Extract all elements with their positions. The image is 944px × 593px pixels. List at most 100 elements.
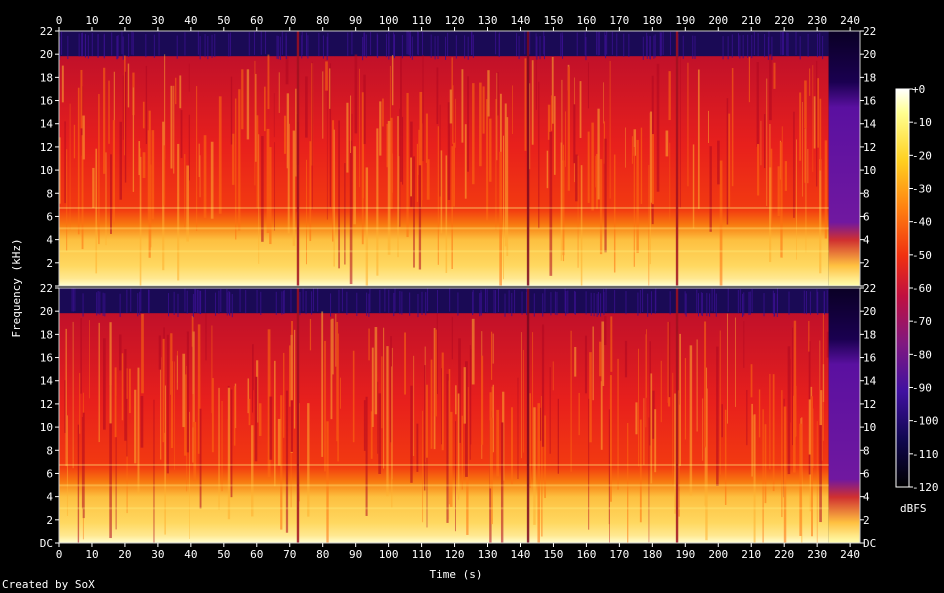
y-tick-label: 2	[46, 257, 53, 270]
y-tick-label-right: 22	[863, 25, 876, 38]
y-tick-label: 18	[40, 71, 53, 84]
plot-frame	[58, 30, 861, 287]
x-tick-label-top: 150	[544, 14, 564, 27]
y-tick-label-right: 6	[863, 210, 870, 223]
y-tick-label-right: 22	[863, 282, 876, 295]
y-tick-label-right: 18	[863, 328, 876, 341]
y-tick-label: 12	[40, 398, 53, 411]
x-tick-label: 20	[118, 548, 131, 561]
y-tick-label: 20	[40, 305, 53, 318]
x-tick-label: 100	[379, 548, 399, 561]
y-tick-label: 6	[46, 210, 53, 223]
cutoff-spikes	[71, 288, 828, 318]
x-tick-label: 60	[250, 548, 263, 561]
x-tick-label-top: 90	[349, 14, 362, 27]
x-tick-label: 10	[85, 548, 98, 561]
x-tick-label: 170	[609, 548, 629, 561]
spectrogram-tail	[828, 31, 860, 286]
y-tick-label: 22	[40, 282, 53, 295]
x-tick-label-top: 170	[609, 14, 629, 27]
x-tick-label: 200	[708, 548, 728, 561]
x-tick-label: 40	[184, 548, 197, 561]
x-tick-label-top: 50	[217, 14, 230, 27]
x-tick-label: 130	[478, 548, 498, 561]
y-tick-label: 2	[46, 514, 53, 527]
x-tick-label: 230	[807, 548, 827, 561]
x-tick-label: 140	[511, 548, 531, 561]
y-tick-label: DC	[40, 537, 53, 550]
silence-dip	[675, 31, 679, 286]
colorbar-tick-label: -110	[912, 448, 939, 461]
y-tick-label-right: 16	[863, 95, 876, 108]
colorbar-tick-label: -30	[912, 183, 932, 196]
colorbar-tick-label: -10	[912, 116, 932, 129]
x-tick-label-top: 110	[412, 14, 432, 27]
y-tick-label-right: 20	[863, 48, 876, 61]
x-tick-label: 80	[316, 548, 329, 561]
spectrogram-tail	[828, 288, 860, 543]
colorbar-label: dBFS	[900, 502, 927, 515]
y-tick-label: 20	[40, 48, 53, 61]
spectrogram-texture	[64, 311, 829, 543]
colorbar-tick-label: -60	[912, 282, 932, 295]
y-tick-label-right: 4	[863, 491, 870, 504]
x-tick-label: 50	[217, 548, 230, 561]
x-tick-label-top: 40	[184, 14, 197, 27]
y-tick-label-right: 8	[863, 187, 870, 200]
y-tick-label: 10	[40, 164, 53, 177]
x-tick-label-top: 60	[250, 14, 263, 27]
x-tick-label-top: 230	[807, 14, 827, 27]
colorbar-tick-label: +0	[912, 83, 925, 96]
x-tick-label: 190	[675, 548, 695, 561]
y-tick-label: 6	[46, 467, 53, 480]
y-tick-label: 4	[46, 234, 53, 247]
x-tick-label-top: 240	[840, 14, 860, 27]
y-tick-label-right: 12	[863, 141, 876, 154]
y-tick-label-right: 12	[863, 398, 876, 411]
y-tick-label-right: DC	[863, 537, 876, 550]
x-tick-label-top: 0	[56, 14, 63, 27]
colorbar-tick-label: -50	[912, 249, 932, 262]
colorbar: +0 -10 -20 -30 -40 -50 -60 -70 -80 -90 -100 -110 -12…	[895, 83, 939, 515]
colorbar-tick-label: -40	[912, 216, 932, 229]
y-tick-label-right: 2	[863, 514, 870, 527]
y-tick-label-right: 14	[863, 375, 877, 388]
colorbar-tick-label: -120	[912, 481, 939, 494]
colorbar-tick-label: -100	[912, 415, 939, 428]
spectrogram-texture	[59, 54, 828, 286]
silence-dip	[296, 31, 300, 286]
x-tick-label: 30	[151, 548, 164, 561]
x-tick-label-top: 20	[118, 14, 131, 27]
silence-dip	[526, 31, 530, 286]
y-tick-label-right: 10	[863, 164, 876, 177]
spectrogram-body	[59, 31, 829, 286]
x-tick-label-top: 30	[151, 14, 164, 27]
y-tick-label-right: 18	[863, 71, 876, 84]
x-tick-label: 210	[741, 548, 761, 561]
x-tick-label-top: 180	[642, 14, 662, 27]
x-tick-label-top: 140	[511, 14, 531, 27]
x-tick-label-top: 80	[316, 14, 329, 27]
y-tick-label-right: 4	[863, 234, 870, 247]
x-tick-label: 90	[349, 548, 362, 561]
colorbar-tick-label: -20	[912, 149, 932, 162]
colorbar-tick-label: -90	[912, 382, 932, 395]
y-tick-label: 8	[46, 444, 53, 457]
x-tick-label: 120	[445, 548, 465, 561]
silence-dip	[675, 288, 679, 543]
colorbar-tick-label: -80	[912, 348, 932, 361]
y-tick-label-right: 16	[863, 352, 876, 365]
y-tick-label: 8	[46, 187, 53, 200]
x-tick-label: 240	[840, 548, 860, 561]
y-tick-label-right: 6	[863, 467, 870, 480]
colorbar-tick-label: -70	[912, 315, 932, 328]
y-tick-label: 14	[40, 375, 54, 388]
x-tick-label: 150	[544, 548, 564, 561]
y-axis-label: Frequency (kHz)	[10, 238, 23, 337]
x-axis-label: Time (s)	[430, 568, 483, 581]
y-tick-label: 22	[40, 25, 53, 38]
x-tick-label-top: 210	[741, 14, 761, 27]
colorbar-gradient	[895, 88, 910, 488]
x-tick-label: 110	[412, 548, 432, 561]
x-tick-label-top: 70	[283, 14, 296, 27]
